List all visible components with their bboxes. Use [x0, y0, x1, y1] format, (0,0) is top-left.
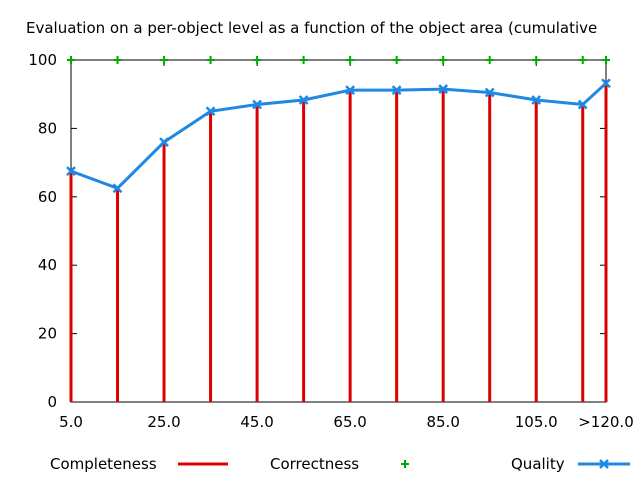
y-tick-label: 80 — [38, 119, 57, 137]
legend: Completeness Correctness Quality — [50, 455, 630, 473]
y-tick-label: 60 — [38, 188, 57, 206]
quality-point-b — [159, 137, 169, 147]
plot-frame — [70, 59, 607, 403]
quality-point-b — [531, 95, 542, 105]
y-tick-label: 40 — [38, 256, 57, 274]
quality-point — [252, 99, 262, 110]
quality-point-b — [66, 166, 76, 177]
quality-point-b — [438, 84, 449, 94]
quality-point — [438, 84, 449, 94]
correctness-point — [160, 56, 169, 64]
correctness-point — [485, 56, 494, 64]
quality-point — [484, 87, 495, 98]
quality-point — [112, 183, 123, 194]
quality-point — [391, 85, 402, 95]
quality-point-b — [298, 95, 309, 105]
correctness-point — [439, 56, 448, 64]
quality-point-b — [205, 106, 216, 117]
correctness-point — [206, 56, 215, 64]
legend-label-correctness: Correctness — [270, 455, 359, 473]
quality-point — [601, 78, 611, 89]
correctness-point — [299, 56, 308, 64]
y-tick-label: 100 — [28, 51, 57, 69]
quality-point — [66, 166, 76, 177]
quality-point — [577, 99, 588, 110]
quality-point — [345, 85, 356, 95]
correctness-point — [578, 56, 587, 64]
plot-area: 0 20 40 60 80 100 5.0 25.0 45.0 65.0 85.0 105.0 >120… — [28, 51, 633, 431]
legend-label-completeness: Completeness — [50, 455, 157, 473]
quality-line — [70, 82, 608, 190]
x-tick-label: 85.0 — [426, 413, 459, 431]
quality-point-b — [577, 99, 588, 110]
quality-point — [298, 95, 309, 105]
legend-label-quality: Quality — [511, 455, 565, 473]
chart-title: Evaluation on a per-object level as a fu… — [26, 19, 597, 37]
quality-point-b — [112, 183, 123, 194]
y-tick-label: 0 — [47, 393, 57, 411]
x-tick-label: 5.0 — [59, 413, 83, 431]
correctness-point — [392, 56, 401, 64]
x-tick-label: 105.0 — [515, 413, 558, 431]
correctness-point — [67, 56, 75, 64]
correctness-point — [253, 56, 262, 64]
quality-point-b — [484, 87, 495, 98]
quality-point-b — [601, 78, 611, 89]
quality-point — [531, 95, 542, 105]
quality-point — [205, 106, 216, 117]
correctness-point — [113, 56, 122, 64]
y-tick-label: 20 — [38, 325, 57, 343]
x-tick-label: 45.0 — [240, 413, 273, 431]
x-tick-label: >120.0 — [578, 413, 634, 431]
x-tick-label: 25.0 — [147, 413, 180, 431]
correctness-point — [532, 56, 541, 64]
quality-point-b — [391, 85, 402, 95]
quality-point-b — [345, 85, 356, 95]
legend-swatch-quality-b — [599, 459, 609, 469]
correctness-point — [602, 56, 610, 64]
quality-point-b — [252, 99, 262, 110]
quality-point — [159, 137, 169, 147]
correctness-point — [346, 56, 355, 64]
x-tick-label: 65.0 — [333, 413, 366, 431]
